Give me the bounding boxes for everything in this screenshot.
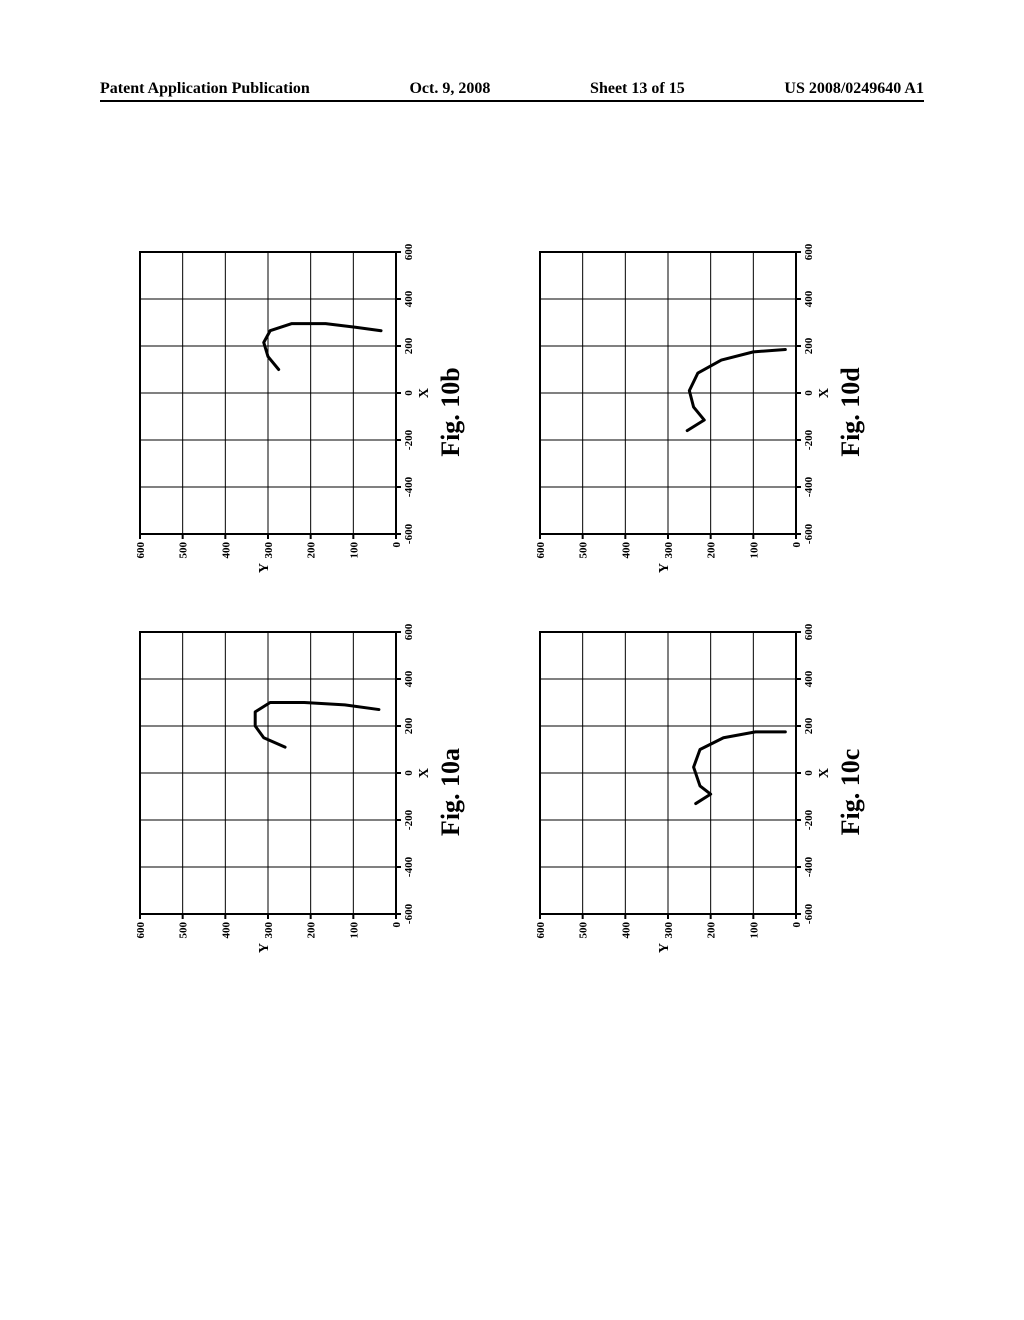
svg-text:-400: -400 xyxy=(403,856,415,877)
page-header: Patent Application Publication Oct. 9, 2… xyxy=(100,80,924,102)
svg-text:-200: -200 xyxy=(403,429,415,450)
svg-text:100: 100 xyxy=(748,922,760,939)
svg-text:600: 600 xyxy=(535,922,547,939)
svg-text:400: 400 xyxy=(803,670,815,687)
svg-text:500: 500 xyxy=(578,542,590,559)
header-sheet: Sheet 13 of 15 xyxy=(590,80,685,98)
svg-text:X: X xyxy=(417,388,430,398)
svg-text:-200: -200 xyxy=(803,429,815,450)
chart-10b: -600 -400 -200 0 200 400 600 0 100 200 300 400 500 60… xyxy=(130,242,430,582)
svg-text:400: 400 xyxy=(803,290,815,307)
svg-text:300: 300 xyxy=(663,542,675,559)
chart-10a: -600 -400 -200 0 200 400 600 0 100 200 300 400 500 60… xyxy=(130,622,430,962)
svg-text:600: 600 xyxy=(403,243,415,260)
svg-text:500: 500 xyxy=(578,922,590,939)
svg-text:0: 0 xyxy=(391,922,403,928)
caption-10a: Fig. 10a xyxy=(436,622,466,962)
chart-10d: -600 -400 -200 0 200 400 600 0 100 200 300 400 500 60… xyxy=(530,242,830,582)
svg-text:Y: Y xyxy=(257,943,272,953)
header-right: US 2008/0249640 A1 xyxy=(784,80,924,98)
svg-text:100: 100 xyxy=(748,542,760,559)
panel-fig-10c: -600 -400 -200 0 200 400 600 0 100 200 300 400 500 60… xyxy=(530,622,890,962)
svg-text:200: 200 xyxy=(706,542,718,559)
svg-text:X: X xyxy=(417,768,430,778)
svg-text:-400: -400 xyxy=(803,476,815,497)
svg-text:600: 600 xyxy=(403,623,415,640)
svg-text:-400: -400 xyxy=(803,856,815,877)
header-date: Oct. 9, 2008 xyxy=(409,80,490,98)
panel-fig-10d: -600 -400 -200 0 200 400 600 0 100 200 300 400 500 60… xyxy=(530,242,890,582)
svg-text:-200: -200 xyxy=(803,809,815,830)
svg-text:-600: -600 xyxy=(803,523,815,544)
svg-text:200: 200 xyxy=(403,337,415,354)
svg-text:600: 600 xyxy=(803,243,815,260)
svg-text:X: X xyxy=(817,768,830,778)
svg-text:0: 0 xyxy=(791,922,803,928)
svg-text:400: 400 xyxy=(220,922,232,939)
svg-text:0: 0 xyxy=(803,770,815,776)
svg-text:200: 200 xyxy=(803,337,815,354)
svg-text:200: 200 xyxy=(803,717,815,734)
svg-text:Y: Y xyxy=(257,563,272,573)
caption-10d: Fig. 10d xyxy=(836,242,866,582)
svg-text:0: 0 xyxy=(391,542,403,548)
svg-text:0: 0 xyxy=(791,542,803,548)
svg-text:-400: -400 xyxy=(403,476,415,497)
svg-text:400: 400 xyxy=(403,670,415,687)
svg-text:X: X xyxy=(817,388,830,398)
caption-10c: Fig. 10c xyxy=(836,622,866,962)
svg-text:400: 400 xyxy=(620,542,632,559)
svg-text:0: 0 xyxy=(403,390,415,396)
svg-text:0: 0 xyxy=(403,770,415,776)
panel-fig-10a: -600 -400 -200 0 200 400 600 0 100 200 300 400 500 60… xyxy=(130,622,490,962)
svg-text:400: 400 xyxy=(403,290,415,307)
svg-text:-600: -600 xyxy=(403,903,415,924)
svg-text:100: 100 xyxy=(348,922,360,939)
svg-text:200: 200 xyxy=(706,922,718,939)
svg-text:Y: Y xyxy=(657,563,672,573)
svg-text:400: 400 xyxy=(220,542,232,559)
svg-text:300: 300 xyxy=(663,922,675,939)
svg-text:-600: -600 xyxy=(403,523,415,544)
svg-text:-600: -600 xyxy=(803,903,815,924)
svg-text:500: 500 xyxy=(178,922,190,939)
svg-text:100: 100 xyxy=(348,542,360,559)
svg-text:200: 200 xyxy=(403,717,415,734)
svg-text:0: 0 xyxy=(803,390,815,396)
svg-text:600: 600 xyxy=(535,542,547,559)
svg-text:200: 200 xyxy=(306,922,318,939)
svg-text:-200: -200 xyxy=(403,809,415,830)
svg-text:300: 300 xyxy=(263,542,275,559)
svg-text:200: 200 xyxy=(306,542,318,559)
panel-fig-10b: -600 -400 -200 0 200 400 600 0 100 200 300 400 500 60… xyxy=(130,242,490,582)
figure-grid: -600 -400 -200 0 200 400 600 0 100 200 300 400 500 60… xyxy=(130,242,890,962)
svg-text:Y: Y xyxy=(657,943,672,953)
svg-text:300: 300 xyxy=(263,922,275,939)
svg-text:400: 400 xyxy=(620,922,632,939)
chart-10c: -600 -400 -200 0 200 400 600 0 100 200 300 400 500 60… xyxy=(530,622,830,962)
svg-text:600: 600 xyxy=(135,542,147,559)
caption-10b: Fig. 10b xyxy=(436,242,466,582)
svg-text:600: 600 xyxy=(803,623,815,640)
svg-text:600: 600 xyxy=(135,922,147,939)
svg-text:500: 500 xyxy=(178,542,190,559)
header-left: Patent Application Publication xyxy=(100,80,310,98)
